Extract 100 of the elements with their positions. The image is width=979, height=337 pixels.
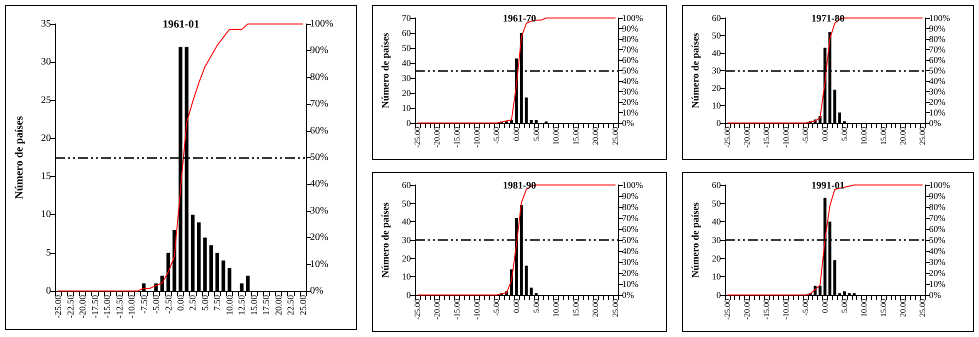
- y2-tick-label: 30%: [622, 257, 639, 267]
- y-axis-title: Número de países: [690, 202, 702, 278]
- y2-tick-label: 90%: [929, 191, 946, 201]
- y-tick-label: 20: [712, 253, 722, 264]
- y2-tick-label: 50%: [622, 66, 639, 76]
- x-tick-label: -2.50: [163, 294, 174, 314]
- x-tick-label: -15.00: [762, 299, 771, 320]
- y2-tick-label: 0%: [929, 118, 942, 128]
- y-axis-title: Número de países: [380, 202, 392, 278]
- x-tick-label: 20.00: [898, 299, 908, 317]
- x-tick-label: 20.00: [591, 299, 600, 317]
- y2-tick-label: 30%: [310, 205, 328, 216]
- y2-tick-label: 80%: [622, 202, 639, 212]
- x-tick-label: -15.00: [102, 294, 112, 318]
- y2-tick-label: 100%: [929, 180, 950, 190]
- x-tick-label: 25.00: [611, 127, 620, 145]
- y-tick-label: 30: [712, 235, 722, 245]
- y-tick-label: 10: [712, 100, 722, 110]
- x-tick-label: -17.50: [90, 294, 100, 318]
- x-tick-label: -20.00: [742, 127, 752, 148]
- x-tick-label: 20.00: [898, 127, 908, 145]
- x-tick-label: -25.00: [722, 127, 732, 148]
- y-tick-label: 60: [402, 28, 412, 38]
- y2-tick-label: 70%: [310, 98, 328, 110]
- y2-tick-label: 50%: [622, 235, 639, 245]
- y2-tick-label: 40%: [622, 246, 639, 256]
- y2-tick-label: 40%: [622, 76, 639, 86]
- y2-tick-label: 20%: [622, 97, 639, 107]
- x-tick-label: 25.00: [918, 299, 928, 317]
- x-tick-label: 10.00: [859, 127, 868, 145]
- x-tick-label: -20.00: [432, 299, 442, 320]
- x-tick-label: -5.00: [800, 127, 810, 144]
- y2-tick-label: 20%: [622, 268, 639, 278]
- x-tick-label: 5.00: [840, 299, 849, 313]
- x-tick-label: -15.00: [452, 299, 462, 320]
- y2-tick-label: 20%: [310, 232, 328, 244]
- y2-tick-label: 100%: [622, 13, 644, 23]
- x-tick-label: 5.00: [840, 127, 849, 141]
- x-tick-label: 5.00: [200, 294, 210, 311]
- y-tick-label: 30: [712, 66, 722, 76]
- y2-tick-label: 90%: [310, 45, 328, 56]
- x-tick-label: -15.00: [762, 127, 771, 148]
- y2-tick-label: 90%: [929, 24, 946, 34]
- y2-tick-label: 100%: [622, 180, 644, 190]
- x-tick-label: -5.00: [151, 294, 162, 314]
- x-tick-label: -15.00: [452, 127, 462, 148]
- y-tick-label: 20: [402, 253, 412, 264]
- y2-tick-label: 60%: [929, 55, 946, 65]
- y-tick-label: 10: [41, 209, 51, 220]
- y2-tick-label: 80%: [310, 72, 328, 83]
- x-tick-label: 15.00: [571, 299, 580, 317]
- y2-tick-label: 80%: [929, 202, 946, 212]
- y2-tick-label: 30%: [929, 257, 946, 267]
- x-tick-label: 15.00: [879, 299, 888, 317]
- y-tick-label: 50: [712, 198, 722, 208]
- x-tick-label: -12.50: [114, 294, 124, 318]
- y2-tick-label: 20%: [929, 268, 946, 278]
- y-tick-label: 50: [402, 43, 412, 53]
- x-tick-label: 22.50: [286, 294, 296, 316]
- y2-tick-label: 40%: [310, 178, 328, 190]
- x-tick-label: -5.00: [800, 299, 810, 316]
- y2-tick-label: 0%: [929, 290, 942, 300]
- x-tick-label: 7.50: [212, 294, 222, 311]
- x-tick-label: 5.00: [532, 127, 541, 141]
- y2-tick-label: 70%: [929, 44, 946, 54]
- y2-tick-label: 60%: [622, 224, 639, 234]
- x-tick-label: -20.00: [742, 299, 752, 320]
- x-tick-label: -10.00: [781, 299, 790, 320]
- y-tick-label: 20: [712, 83, 722, 93]
- y2-tick-label: 50%: [929, 66, 946, 76]
- x-tick-label: -5.00: [492, 299, 502, 316]
- chart-title: 1961-01: [162, 18, 200, 30]
- y2-tick-label: 10%: [310, 258, 328, 270]
- x-tick-label: -20.00: [432, 127, 442, 148]
- x-tick-label: -25.00: [412, 299, 422, 320]
- y2-tick-label: 80%: [929, 34, 946, 44]
- x-tick-label: -5.00: [492, 127, 502, 144]
- y-axis-title: Número de países: [14, 115, 26, 199]
- y-tick-label: 0: [46, 286, 51, 296]
- y-tick-label: 40: [402, 58, 412, 68]
- chart-title: 1961-70: [502, 14, 536, 24]
- y2-tick-label: 40%: [929, 246, 946, 256]
- y2-tick-label: 90%: [622, 24, 639, 34]
- x-tick-label: 25.00: [298, 294, 308, 316]
- y2-tick-label: 50%: [929, 235, 946, 245]
- y-tick-label: 10: [402, 103, 412, 113]
- y2-tick-label: 70%: [929, 213, 946, 223]
- x-tick-label: 25.00: [918, 127, 928, 145]
- x-tick-label: 15.00: [248, 294, 259, 316]
- y2-tick-label: 10%: [622, 279, 639, 289]
- x-tick-label: -10.00: [472, 299, 482, 320]
- y2-tick-label: 40%: [929, 76, 946, 86]
- x-tick-label: -10.00: [472, 127, 482, 148]
- x-tick-label: 20.00: [273, 294, 284, 316]
- x-tick-label: -25.00: [722, 299, 732, 320]
- y-tick-label: 50: [712, 30, 722, 40]
- x-tick-label: -7.50: [138, 294, 149, 314]
- y-tick-label: 25: [41, 94, 51, 106]
- y2-tick-label: 90%: [622, 191, 639, 201]
- x-tick-label: 17.50: [261, 294, 272, 316]
